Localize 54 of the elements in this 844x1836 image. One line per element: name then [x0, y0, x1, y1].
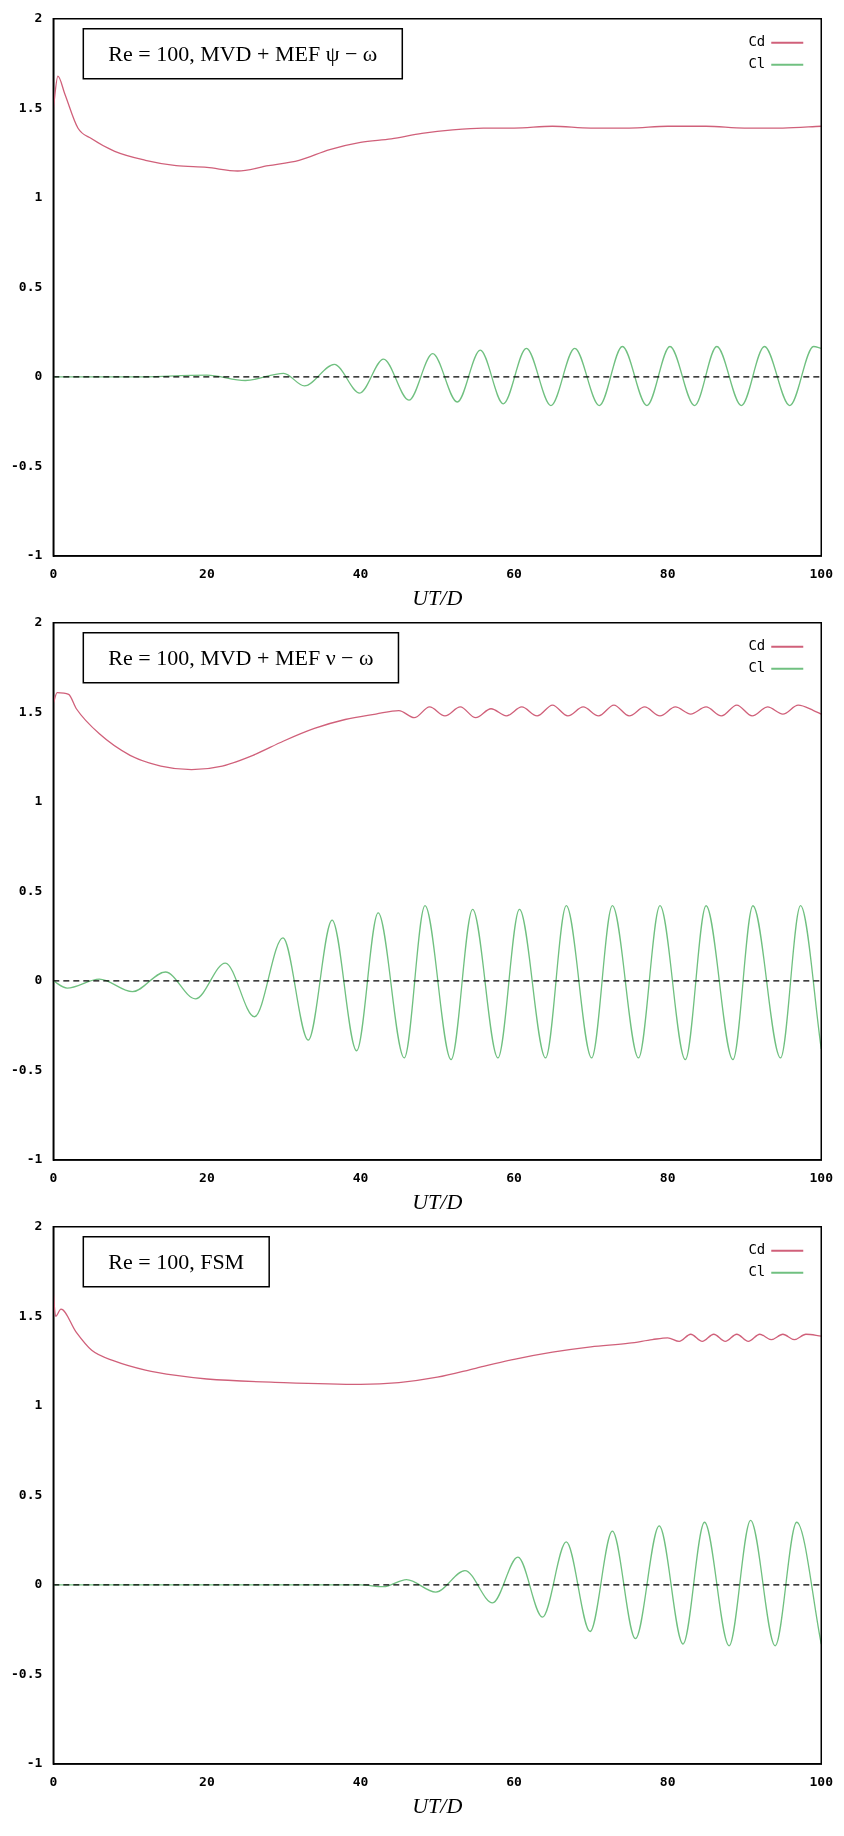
text: Re = 100, FSM: [108, 1248, 245, 1274]
x-tick-label: 40: [352, 1170, 369, 1186]
y-tick-label: 1.5: [18, 703, 43, 719]
x-tick-label: 80: [659, 566, 676, 582]
x-tick-label: 80: [659, 1774, 676, 1790]
y-tick-label: -1: [26, 1151, 43, 1167]
legend-label: Cl: [748, 659, 766, 676]
x-tick-label: 0: [49, 1774, 58, 1790]
y-tick-label: 0.5: [18, 1486, 43, 1502]
y-tick-label: 2: [34, 614, 43, 630]
x-tick-label: 100: [809, 1170, 834, 1186]
x-tick-label: 0: [49, 566, 58, 582]
legend-label: Cl: [748, 55, 766, 72]
legend-label: Cl: [748, 1263, 766, 1280]
y-tick-label: 2: [34, 1218, 43, 1234]
x-tick-label: 60: [506, 566, 523, 582]
y-tick-label: 0: [34, 1576, 43, 1592]
x-axis-title: UT/D: [412, 1188, 463, 1214]
y-tick-label: 1: [34, 189, 43, 205]
y-tick-label: 1: [34, 793, 43, 809]
line-series: [53, 75, 822, 172]
x-tick-label: 20: [199, 1774, 215, 1790]
y-tick-label: 0: [34, 972, 43, 988]
y-tick-label: 0.5: [18, 278, 43, 294]
line-series: [53, 691, 822, 771]
y-tick-label: 1: [34, 1397, 43, 1413]
y-tick-label: -0.5: [10, 1061, 43, 1077]
y-tick-label: 0: [34, 368, 43, 384]
x-tick-label: 20: [199, 1170, 215, 1186]
y-tick-label: -0.5: [10, 1665, 43, 1681]
line-series: [53, 905, 822, 1061]
x-tick-label: 40: [352, 1774, 369, 1790]
y-tick-label: -0.5: [10, 457, 43, 473]
y-tick-label: 1.5: [18, 99, 43, 115]
x-tick-label: 100: [809, 566, 834, 582]
x-axis-title: UT/D: [412, 1792, 463, 1818]
text: Re = 100, MVD + MEF ν − ω: [108, 644, 374, 670]
x-tick-label: 80: [659, 1170, 676, 1186]
y-tick-label: 2: [34, 10, 43, 26]
x-tick-label: 40: [352, 566, 369, 582]
x-axis-title: UT/D: [412, 584, 463, 610]
y-tick-label: -1: [26, 1755, 43, 1771]
text: Re = 100, MVD + MEF ψ − ω: [108, 40, 378, 66]
x-tick-label: 60: [506, 1170, 523, 1186]
x-tick-label: 0: [49, 1170, 58, 1186]
legend-label: Cd: [748, 33, 766, 50]
x-tick-label: 20: [199, 566, 215, 582]
legend-label: Cd: [748, 1241, 766, 1258]
y-tick-label: -1: [26, 547, 43, 563]
x-tick-label: 60: [506, 1774, 523, 1790]
legend-label: Cd: [748, 637, 766, 654]
y-tick-label: 1.5: [18, 1307, 43, 1323]
y-tick-label: 0.5: [18, 882, 43, 898]
x-tick-label: 100: [809, 1774, 834, 1790]
